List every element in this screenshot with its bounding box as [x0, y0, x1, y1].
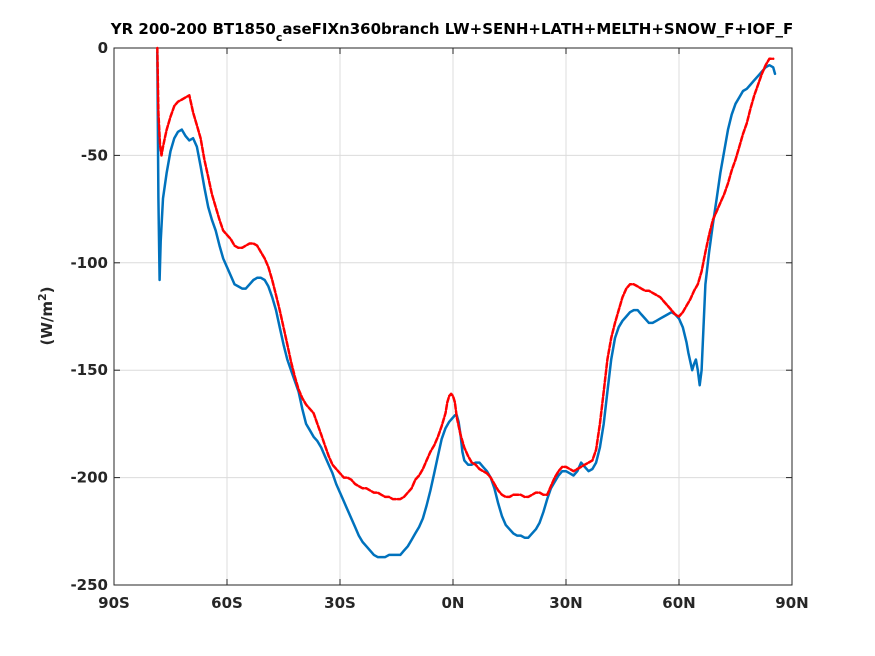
y-tick-label: -50	[81, 146, 108, 164]
y-axis-label: (W/m2)	[36, 286, 56, 345]
y-tick-label: -150	[70, 361, 108, 379]
y-tick-label: -100	[70, 254, 108, 272]
y-axis-label-end: )	[38, 286, 56, 293]
y-tick-label: -200	[70, 469, 108, 487]
series-line-1	[156, 51, 777, 559]
grid	[114, 48, 792, 585]
x-tick-label: 90S	[98, 594, 130, 612]
y-axis-label-superscript: 2	[36, 293, 49, 301]
x-tick-label: 60N	[662, 594, 695, 612]
x-tick-label: 60S	[211, 594, 243, 612]
x-tick-label: 0N	[442, 594, 465, 612]
x-tick-label: 30N	[549, 594, 582, 612]
y-tick-label: -250	[70, 576, 108, 594]
x-tick-label: 90N	[775, 594, 808, 612]
chart-title-subscript: c	[276, 31, 283, 44]
y-tick-label: 0	[98, 39, 108, 57]
y-axis-label-main: (W/m	[38, 301, 56, 346]
chart-title-rest: aseFIXn360branch LW+SENH+LATH+MELTH+SNOW…	[282, 20, 793, 38]
axis-ticks: 90S 60S 30S 0N 30N 60N 90N 0 -50 -100 -150 -200 -250	[70, 39, 808, 612]
series-line-2	[156, 46, 775, 501]
chart-title-main: YR 200-200 BT1850	[110, 20, 276, 38]
x-tick-label: 30S	[324, 594, 356, 612]
series-lines	[156, 46, 777, 559]
chart-title: YR 200-200 BT1850caseFIXn360branch LW+SE…	[110, 20, 793, 44]
